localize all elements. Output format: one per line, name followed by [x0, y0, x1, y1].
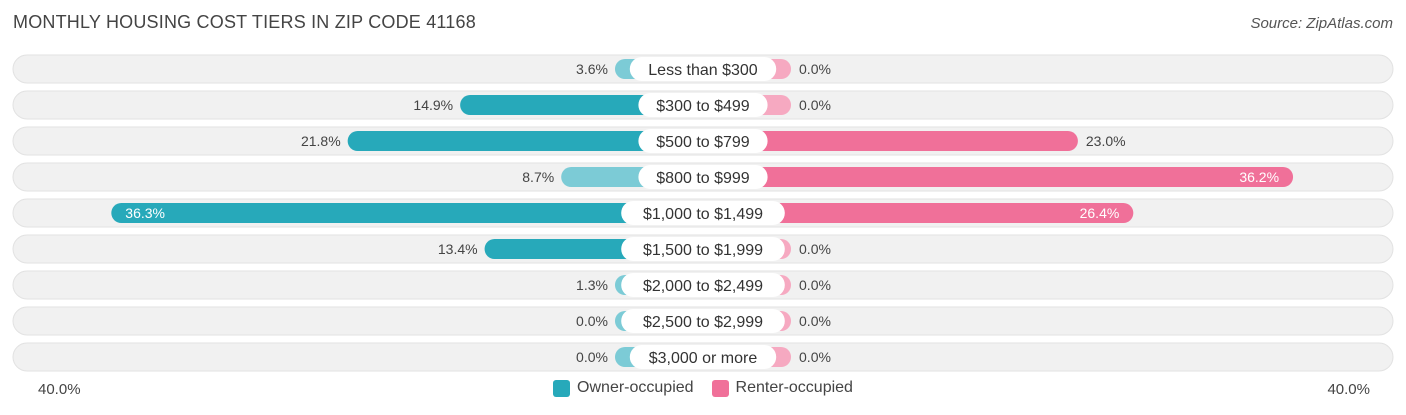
- category-pill: [621, 237, 785, 261]
- owner-value-label: 1.3%: [576, 277, 608, 293]
- owner-value-label: 14.9%: [413, 97, 453, 113]
- owner-value-label: 13.4%: [438, 241, 478, 257]
- category-label: $800 to $999: [656, 170, 750, 187]
- category-label: $1,000 to $1,499: [643, 206, 763, 223]
- legend: Owner-occupied Renter-occupied: [0, 379, 1406, 397]
- owner-value-label: 3.6%: [576, 61, 608, 77]
- category-pill: [621, 273, 785, 297]
- legend-renter-swatch: [711, 379, 729, 397]
- owner-value-label: 36.3%: [125, 205, 165, 221]
- category-pill: [621, 201, 785, 225]
- legend-renter: Renter-occupied: [711, 379, 853, 397]
- category-pill: [638, 165, 768, 189]
- renter-value-label: 0.0%: [799, 97, 831, 113]
- category-pill: [629, 57, 777, 81]
- category-pill: [638, 93, 768, 117]
- legend-owner-swatch: [553, 379, 571, 397]
- category-label: $2,500 to $2,999: [643, 314, 763, 331]
- renter-bar: [703, 203, 1134, 223]
- category-pill: [621, 309, 785, 333]
- chart-title: MONTHLY HOUSING COST TIERS IN ZIP CODE 4…: [13, 12, 476, 32]
- source-note: Source: ZipAtlas.com: [1250, 15, 1393, 32]
- category-pill: [638, 129, 768, 153]
- renter-value-label: 0.0%: [799, 349, 831, 365]
- renter-bar: [703, 131, 1078, 151]
- renter-value-label: 0.0%: [799, 313, 831, 329]
- legend-owner: Owner-occupied: [553, 379, 694, 397]
- owner-value-label: 0.0%: [576, 313, 608, 329]
- category-label: $2,000 to $2,499: [643, 278, 763, 295]
- category-label: Less than $300: [648, 62, 758, 79]
- axis-left-label: 40.0%: [38, 381, 81, 398]
- category-label: $1,500 to $1,999: [643, 242, 763, 259]
- owner-value-label: 0.0%: [576, 349, 608, 365]
- axis-right-label: 40.0%: [1327, 381, 1370, 398]
- legend-renter-label: Renter-occupied: [735, 379, 853, 396]
- category-pill: [629, 345, 777, 369]
- renter-bar: [703, 167, 1294, 187]
- renter-value-label: 23.0%: [1086, 133, 1126, 149]
- renter-value-label: 0.0%: [799, 61, 831, 77]
- category-label: $500 to $799: [656, 134, 750, 151]
- category-label: $300 to $499: [656, 98, 750, 115]
- owner-bar: [111, 203, 703, 223]
- owner-value-label: 8.7%: [522, 169, 554, 185]
- renter-value-label: 0.0%: [799, 241, 831, 257]
- renter-value-label: 26.4%: [1080, 205, 1120, 221]
- renter-value-label: 0.0%: [799, 277, 831, 293]
- legend-owner-label: Owner-occupied: [577, 379, 694, 396]
- owner-bar: [347, 131, 703, 151]
- diverging-bar-chart: 3.6% 0.0% Less than $300 14.9% 0.0% $300 to $…: [12, 54, 1394, 372]
- renter-value-label: 36.2%: [1239, 169, 1279, 185]
- owner-value-label: 21.8%: [301, 133, 341, 149]
- category-label: $3,000 or more: [649, 350, 758, 367]
